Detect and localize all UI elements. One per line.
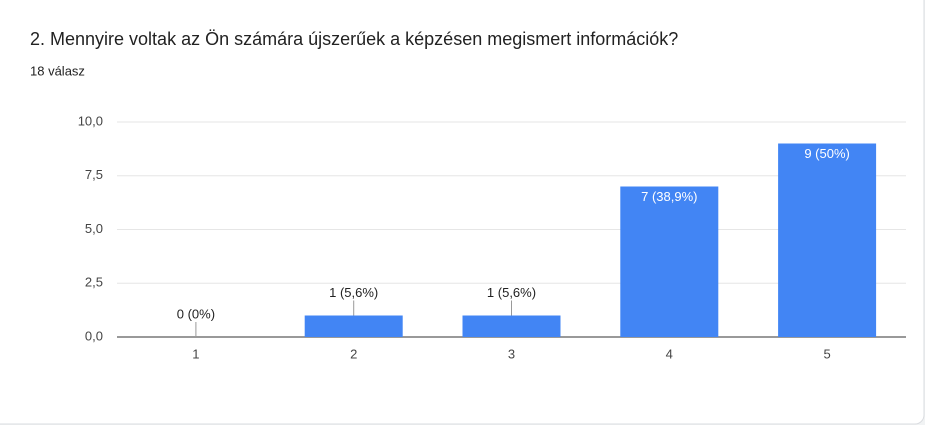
x-tick-label: 2 xyxy=(350,346,357,361)
y-tick-label: 0,0 xyxy=(85,328,103,343)
bar xyxy=(462,315,561,337)
x-tick-label: 4 xyxy=(666,346,673,361)
y-tick-label: 2,5 xyxy=(85,275,103,290)
chart-title: 2. Mennyire voltak az Ön számára újszerű… xyxy=(30,29,678,49)
x-tick-label: 3 xyxy=(508,346,515,361)
value-label: 1 (5,6%) xyxy=(487,285,536,300)
value-label: 1 (5,6%) xyxy=(329,285,378,300)
x-tick-label: 1 xyxy=(192,346,199,361)
value-label: 7 (38,9%) xyxy=(641,189,697,204)
x-tick-label: 5 xyxy=(823,346,830,361)
bar xyxy=(778,143,877,337)
bar xyxy=(304,315,403,337)
y-tick-label: 7,5 xyxy=(85,167,103,182)
chart-subtitle: 18 válasz xyxy=(30,63,85,78)
bar xyxy=(620,186,719,337)
y-tick-label: 10,0 xyxy=(78,113,103,128)
value-label: 9 (50%) xyxy=(804,146,850,161)
y-tick-label: 5,0 xyxy=(85,221,103,236)
value-label: 0 (0%) xyxy=(177,306,215,321)
